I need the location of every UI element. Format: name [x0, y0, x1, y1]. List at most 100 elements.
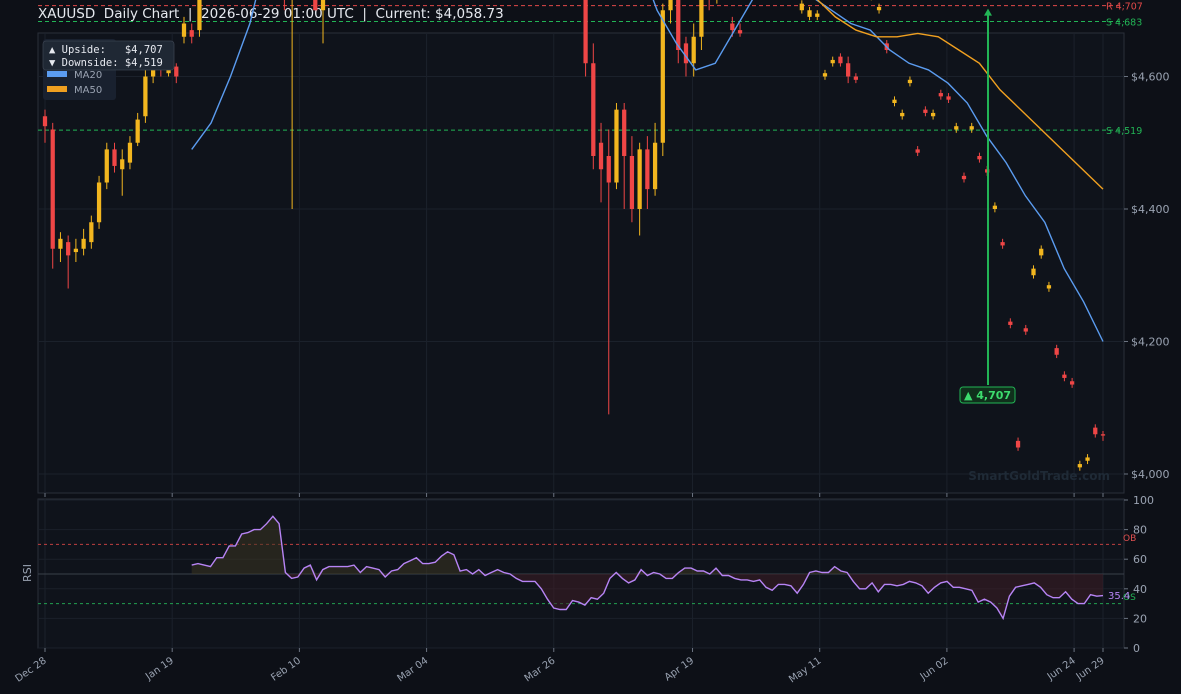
candle-body	[1015, 440, 1021, 448]
ma20-line	[191, 0, 1104, 342]
rsi-os-label: OS	[1123, 593, 1136, 603]
x-tick-label: Jun 29	[1074, 655, 1107, 683]
rsi-y-tick-label: 100	[1133, 494, 1154, 507]
candle-body	[42, 116, 48, 127]
price-y-axis: $4,000$4,200$4,400$4,600$4,800$5,000$5,2…	[1124, 71, 1170, 481]
rsi-fill-above	[191, 516, 1103, 574]
candle-body	[629, 156, 635, 209]
candle-body	[830, 59, 835, 64]
price-y-tick-label: $4,400	[1131, 203, 1170, 216]
candle-body	[1077, 464, 1082, 468]
candle-body	[1093, 427, 1098, 435]
candle-body	[915, 149, 920, 153]
candle-body	[320, 0, 326, 11]
target-arrow-head	[984, 8, 992, 16]
candle-body	[120, 159, 125, 170]
candle-body	[730, 23, 735, 31]
watermark: SmartGoldTrade.com	[968, 469, 1110, 483]
price-y-tick-label: $4,200	[1131, 336, 1170, 349]
candle-body	[1000, 242, 1005, 246]
candle-body	[799, 3, 804, 11]
candle-body	[853, 76, 858, 80]
candle-body	[992, 205, 998, 209]
candle-body	[143, 76, 148, 117]
price-y-tick-label: $4,600	[1131, 71, 1170, 84]
candle-body	[58, 238, 63, 249]
candle-body	[181, 23, 187, 37]
level-label: S 4,683	[1106, 18, 1142, 29]
candle-body	[1069, 381, 1075, 385]
candle-body	[900, 112, 905, 117]
candle-body	[938, 93, 943, 97]
candle-body	[660, 10, 665, 143]
candle-body	[104, 149, 109, 183]
candle-body	[1085, 457, 1090, 461]
x-tick-label: Jun 24	[1045, 655, 1078, 683]
candle-body	[606, 156, 611, 183]
candle-body	[112, 149, 117, 166]
candle-body	[197, 0, 202, 31]
legend-box: MA20 MA50 ▲ Upside: $4,707 ▼ Downside: $…	[42, 39, 175, 100]
candle-body	[815, 13, 820, 17]
target-arrow: ▲ 4,707	[959, 8, 1016, 404]
candle-body	[135, 119, 140, 143]
candle-body	[583, 0, 588, 64]
candle-body	[668, 0, 673, 11]
candle-body	[614, 109, 619, 183]
candle-body	[876, 6, 882, 11]
x-tick-label: May 11	[787, 655, 823, 685]
candle-body	[1100, 434, 1106, 436]
candle-body	[1054, 348, 1059, 355]
level-label: S 4,519	[1106, 126, 1142, 137]
chart-title: XAUUSD Daily Chart | 2026-06-29 01:00 UT…	[38, 6, 504, 22]
candle-body	[954, 126, 959, 130]
price-y-tick-label: $4,000	[1131, 468, 1170, 481]
candle-body	[96, 182, 102, 223]
candle-body	[961, 175, 967, 180]
rsi-y-tick-label: 20	[1133, 612, 1147, 625]
candle-body	[591, 63, 596, 156]
rsi-line	[191, 515, 1104, 621]
candles	[42, 0, 1106, 471]
candle-body	[637, 149, 642, 209]
candle-body	[969, 126, 974, 130]
rsi-y-tick-label: 80	[1133, 524, 1147, 537]
candle-body	[838, 56, 843, 64]
rsi-fill-below	[191, 574, 1103, 619]
candle-body	[313, 0, 318, 11]
price-panel	[37, 32, 1125, 494]
candle-body	[73, 248, 79, 253]
candle-body	[807, 10, 812, 17]
candle-body	[622, 109, 627, 156]
candle-body	[691, 36, 696, 64]
candle-body	[81, 238, 86, 249]
x-tick-label: Dec 28	[14, 655, 49, 684]
candle-body	[737, 30, 743, 34]
legend-label-ma50: MA50	[74, 85, 102, 96]
candle-body	[645, 149, 650, 190]
candle-body	[822, 73, 828, 77]
candle-body	[1046, 285, 1052, 289]
rsi-axis-label: RSI	[21, 564, 34, 582]
candle-body	[174, 66, 179, 77]
candle-body	[1039, 248, 1044, 256]
candle-body	[189, 30, 194, 37]
rsi-y-tick-label: 40	[1133, 583, 1147, 596]
rsi-ob-label: OB	[1123, 534, 1136, 544]
info-upside: ▲ Upside: $4,707	[49, 44, 163, 56]
legend-swatch-ma50	[47, 86, 67, 92]
x-tick-label: Apr 19	[663, 655, 697, 683]
candle-body	[676, 0, 681, 50]
candle-body	[1008, 321, 1013, 325]
candle-body	[946, 96, 951, 100]
target-badge	[959, 386, 1016, 404]
target-label: ▲ 4,707	[964, 389, 1011, 402]
level-label: R 4,707	[1106, 2, 1143, 13]
candle-body	[923, 109, 928, 113]
legend-swatch-ma20	[47, 71, 67, 77]
candle-body	[127, 142, 133, 163]
candle-body	[1031, 268, 1036, 276]
rsi-last-value: 35.4	[1108, 591, 1130, 602]
